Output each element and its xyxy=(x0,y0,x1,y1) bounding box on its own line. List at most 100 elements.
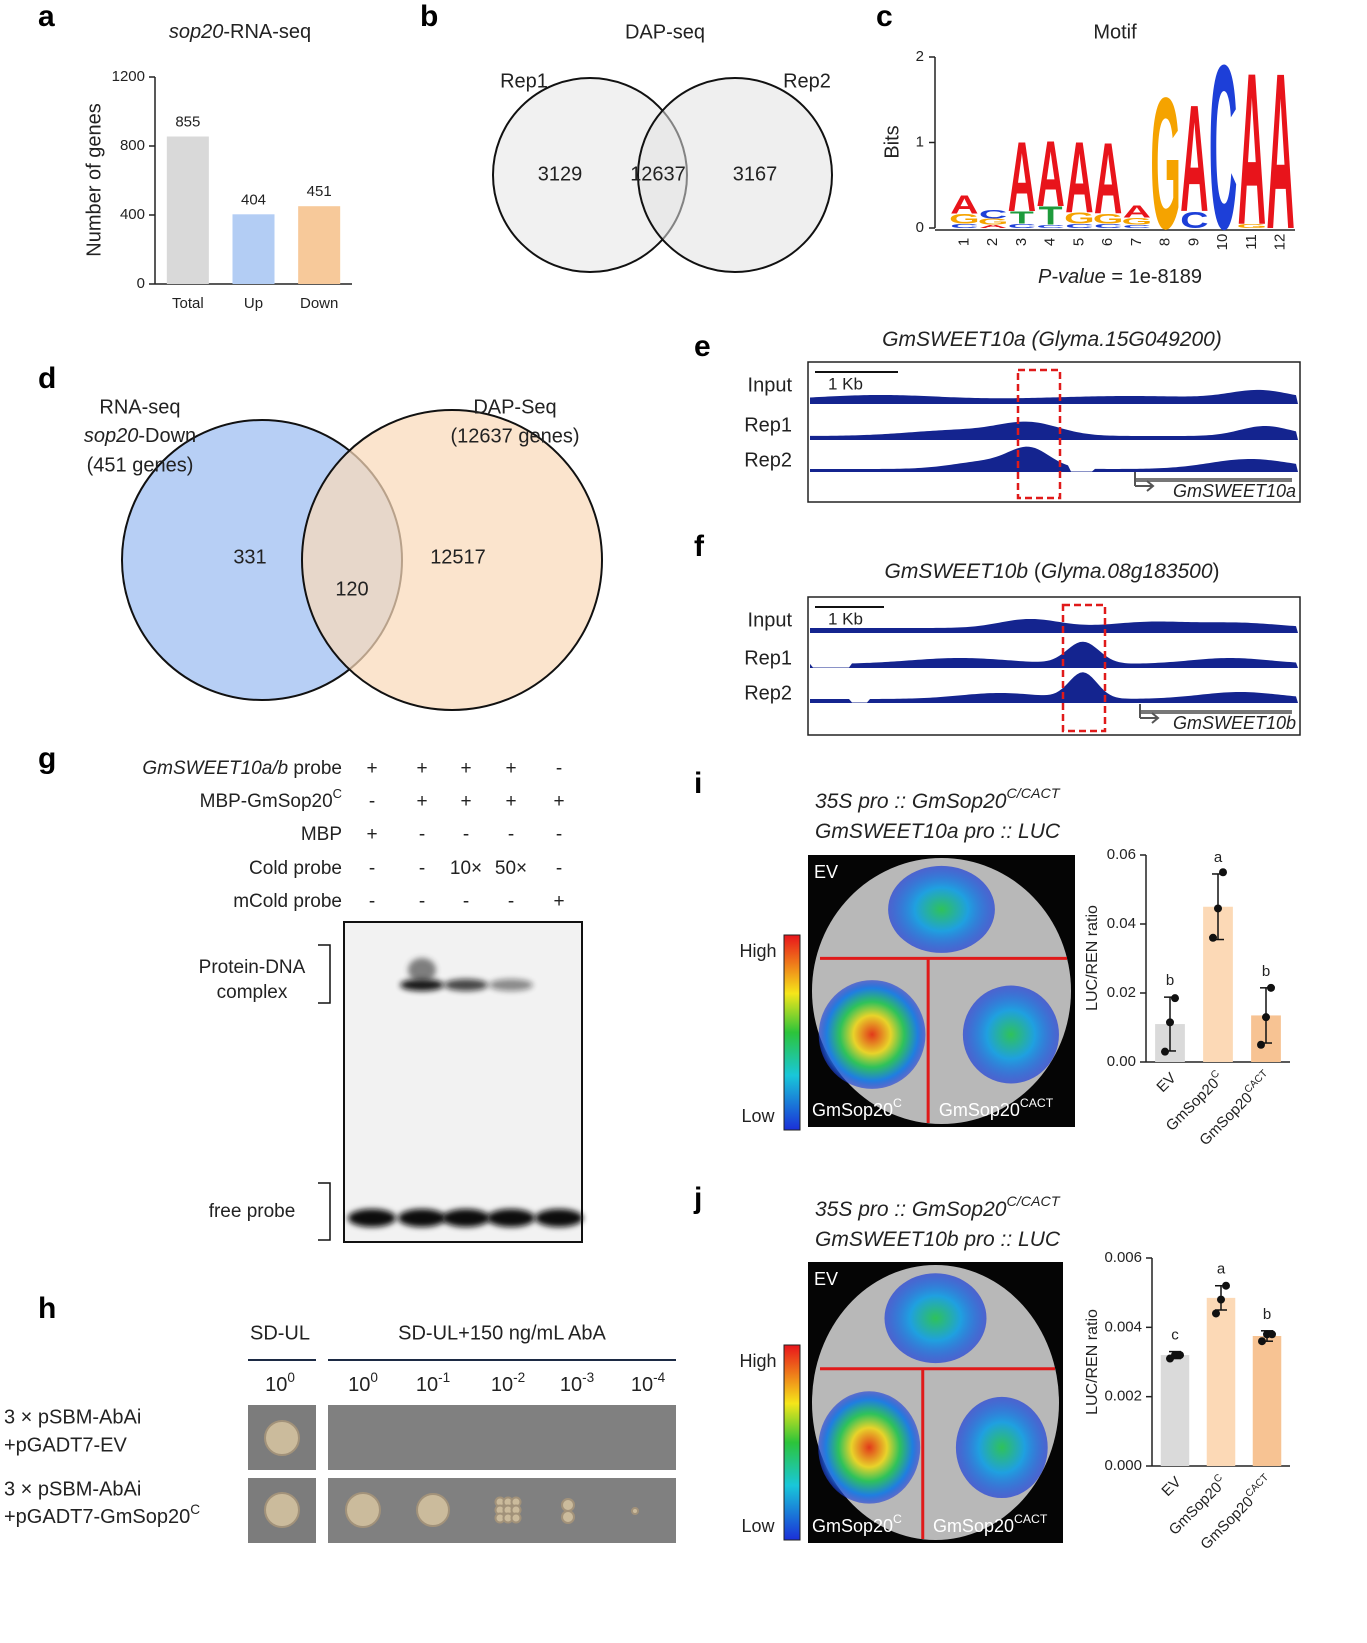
lane-sign: - xyxy=(419,891,425,912)
colony xyxy=(510,1512,522,1524)
lane-sign: - xyxy=(508,891,514,912)
coverage-track xyxy=(810,641,1298,668)
row-label: mCold probe xyxy=(233,891,342,912)
set-label-part: -Down xyxy=(138,425,196,447)
coverage-track xyxy=(810,672,1298,703)
gel-smear xyxy=(408,958,436,982)
y-tick-label: 800 xyxy=(120,137,145,154)
colony xyxy=(264,1492,300,1528)
track-title-part: Glyma.08g183500 xyxy=(1041,560,1213,583)
significance-letter: b xyxy=(1263,1306,1271,1323)
value-label: 451 xyxy=(307,183,332,200)
motif-letter: G xyxy=(1064,210,1094,227)
y-tick-label: 0 xyxy=(137,275,145,292)
colorbar-label: High xyxy=(739,941,776,961)
dilution-label-part: -3 xyxy=(582,1370,594,1385)
significance-letter: b xyxy=(1166,972,1174,989)
x-tick-label: Up xyxy=(244,295,263,312)
lane-sign: + xyxy=(505,791,516,812)
set-label: sop20-Down xyxy=(84,425,196,447)
value-label: 855 xyxy=(175,113,200,130)
brace xyxy=(318,944,331,1004)
venn-title: DAP-seq xyxy=(625,21,705,43)
dilution-label-part: -1 xyxy=(438,1370,450,1385)
coverage-track xyxy=(810,446,1298,472)
motif-letter: C xyxy=(1209,16,1237,278)
zone-label-part: GmSop20 xyxy=(812,1516,893,1536)
lane-sign: - xyxy=(369,791,375,812)
panel-label: h xyxy=(38,1292,56,1325)
venn-count: 3129 xyxy=(538,163,583,185)
x-tick-label: 10 xyxy=(1214,234,1231,251)
motif-letter: G xyxy=(978,217,1008,226)
data-point xyxy=(1214,904,1222,913)
y-tick-label: 0.000 xyxy=(1104,1457,1142,1474)
coverage-track xyxy=(810,421,1298,440)
panel-label: i xyxy=(694,767,702,800)
motif-letter: A xyxy=(1008,123,1036,234)
y-tick-label: 0.004 xyxy=(1104,1318,1142,1335)
dilution-label-part: 0 xyxy=(370,1370,378,1385)
colony xyxy=(345,1492,381,1528)
panel-label: a xyxy=(38,0,55,33)
signal xyxy=(955,1396,1048,1499)
x-tick-label: EV xyxy=(1153,1070,1179,1096)
strain-label: 3 × pSBM-AbAi xyxy=(4,1406,141,1428)
lane-sign: - xyxy=(369,858,375,879)
scale-label: 1 Kb xyxy=(828,374,863,393)
lane-sign: + xyxy=(416,791,427,812)
band-label: complex xyxy=(217,982,288,1003)
zone-label-part: GmSop20 xyxy=(812,1100,893,1120)
track-title: GmSWEET10b (Glyma.08g183500) xyxy=(885,560,1220,583)
y-axis-label: LUC/REN ratio xyxy=(1084,1309,1101,1415)
panel-label: e xyxy=(694,330,711,363)
motif-letter: C xyxy=(1008,223,1036,229)
strain-label: +pGADT7-GmSop20C xyxy=(4,1502,200,1528)
motif-letter: T xyxy=(1039,202,1063,231)
motif-letter: G xyxy=(1093,211,1123,227)
dilution-label: 100 xyxy=(265,1370,295,1396)
dilution-label-part: -2 xyxy=(513,1370,525,1385)
lane-sign: + xyxy=(366,758,377,779)
x-tick-label: 5 xyxy=(1070,238,1087,246)
panel-label: j xyxy=(693,1182,702,1215)
dilution-label-part: -4 xyxy=(653,1370,666,1385)
dilution-label-part: 10 xyxy=(348,1374,370,1396)
construct-label-part: C/CACT xyxy=(1006,1194,1060,1210)
lane-sign: + xyxy=(553,791,564,812)
track-title-part: ) xyxy=(1213,560,1220,583)
peak-highlight xyxy=(1016,368,1062,500)
brace xyxy=(318,1182,331,1241)
track-label: Rep2 xyxy=(744,682,792,704)
data-point xyxy=(1209,933,1217,942)
motif-letter: A xyxy=(1036,122,1064,226)
y-tick-label: 0 xyxy=(916,219,924,236)
signal xyxy=(884,1273,987,1364)
lane-sign: - xyxy=(508,824,514,845)
signal xyxy=(818,980,926,1089)
motif-letter: G xyxy=(1122,216,1152,227)
gel-band xyxy=(489,979,533,991)
gene-arrow xyxy=(1135,480,1155,492)
colorbar-label: Low xyxy=(741,1106,775,1126)
lane-sign: - xyxy=(463,891,469,912)
zone-label: GmSop20CACT xyxy=(939,1096,1054,1120)
bar xyxy=(1206,1297,1236,1466)
track-label: Rep1 xyxy=(744,647,792,669)
y-tick-label: 0.00 xyxy=(1107,1053,1136,1070)
dilution-label: 10-2 xyxy=(491,1370,525,1396)
data-point xyxy=(1171,994,1179,1003)
data-point xyxy=(1219,868,1227,877)
motif-letter: A xyxy=(1065,123,1093,235)
construct-label-part: GmSWEET10a pro :: LUC xyxy=(815,820,1061,843)
y-tick-label: 400 xyxy=(120,206,145,223)
lane-sign: - xyxy=(556,858,562,879)
dilution-label-part: 10 xyxy=(560,1374,582,1396)
track-label: Rep1 xyxy=(744,414,792,436)
gel-band xyxy=(400,979,444,991)
x-tick-label: 9 xyxy=(1185,238,1202,246)
data-point xyxy=(1268,1330,1276,1339)
panel-label: g xyxy=(38,742,56,775)
gel-band xyxy=(348,1209,396,1227)
